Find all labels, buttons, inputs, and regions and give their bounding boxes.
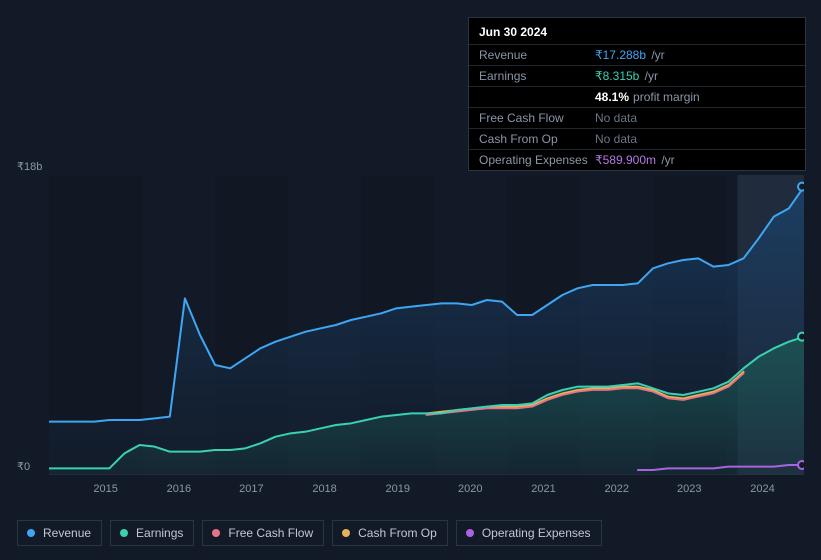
xaxis-tick-label: 2015 xyxy=(93,483,117,495)
tooltip-label: Revenue xyxy=(479,48,595,62)
tooltip-label: Free Cash Flow xyxy=(479,111,595,125)
legend-label: Revenue xyxy=(43,526,91,540)
yaxis-min-label: ₹0 xyxy=(17,460,30,473)
legend-label: Cash From Op xyxy=(358,526,437,540)
tooltip-label xyxy=(479,90,595,104)
xaxis-tick-label: 2023 xyxy=(677,483,701,495)
tooltip-row: Operating Expenses₹589.900m /yr xyxy=(469,149,805,170)
tooltip-row: Free Cash FlowNo data xyxy=(469,107,805,128)
yaxis-max-label: ₹18b xyxy=(17,160,42,173)
tooltip-value: No data xyxy=(595,132,795,146)
legend-item[interactable]: Revenue xyxy=(17,520,102,546)
xaxis-tick-label: 2024 xyxy=(750,483,774,495)
legend-label: Operating Expenses xyxy=(482,526,591,540)
legend-dot-icon xyxy=(342,529,350,537)
xaxis-tick-label: 2016 xyxy=(167,483,191,495)
financials-chart[interactable]: ₹18b ₹0 2015 2016 2017 2018 2019 2020 2021 2022… xyxy=(17,160,804,500)
legend-dot-icon xyxy=(212,529,220,537)
xaxis-tick-label: 2020 xyxy=(458,483,482,495)
legend-item[interactable]: Earnings xyxy=(110,520,194,546)
xaxis-tick-label: 2017 xyxy=(239,483,263,495)
chart-tooltip: Jun 30 2024 Revenue₹17.288b /yrEarnings₹… xyxy=(468,17,806,171)
chart-legend: Revenue Earnings Free Cash Flow Cash From O… xyxy=(17,520,602,546)
legend-dot-icon xyxy=(466,529,474,537)
legend-item[interactable]: Operating Expenses xyxy=(456,520,602,546)
xaxis-tick-label: 2018 xyxy=(312,483,336,495)
legend-dot-icon xyxy=(120,529,128,537)
tooltip-label: Operating Expenses xyxy=(479,153,595,167)
legend-label: Free Cash Flow xyxy=(228,526,313,540)
tooltip-label: Cash From Op xyxy=(479,132,595,146)
legend-dot-icon xyxy=(27,529,35,537)
tooltip-row: Revenue₹17.288b /yr xyxy=(469,44,805,65)
tooltip-row: Cash From OpNo data xyxy=(469,128,805,149)
xaxis-tick-label: 2019 xyxy=(386,483,410,495)
tooltip-row: 48.1%profit margin xyxy=(469,86,805,107)
xaxis-labels: 2015 2016 2017 2018 2019 2020 2021 2022 2023 2024 xyxy=(49,483,804,499)
legend-label: Earnings xyxy=(136,526,183,540)
tooltip-date: Jun 30 2024 xyxy=(469,18,805,44)
tooltip-value: 48.1%profit margin xyxy=(595,90,795,104)
tooltip-row: Earnings₹8.315b /yr xyxy=(469,65,805,86)
xaxis-tick-label: 2021 xyxy=(531,483,555,495)
chart-plot-area[interactable] xyxy=(49,175,804,475)
legend-item[interactable]: Free Cash Flow xyxy=(202,520,324,546)
tooltip-value: No data xyxy=(595,111,795,125)
xaxis-tick-label: 2022 xyxy=(605,483,629,495)
tooltip-value: ₹8.315b /yr xyxy=(595,69,795,83)
tooltip-label: Earnings xyxy=(479,69,595,83)
tooltip-value: ₹589.900m /yr xyxy=(595,153,795,167)
legend-item[interactable]: Cash From Op xyxy=(332,520,448,546)
tooltip-value: ₹17.288b /yr xyxy=(595,48,795,62)
